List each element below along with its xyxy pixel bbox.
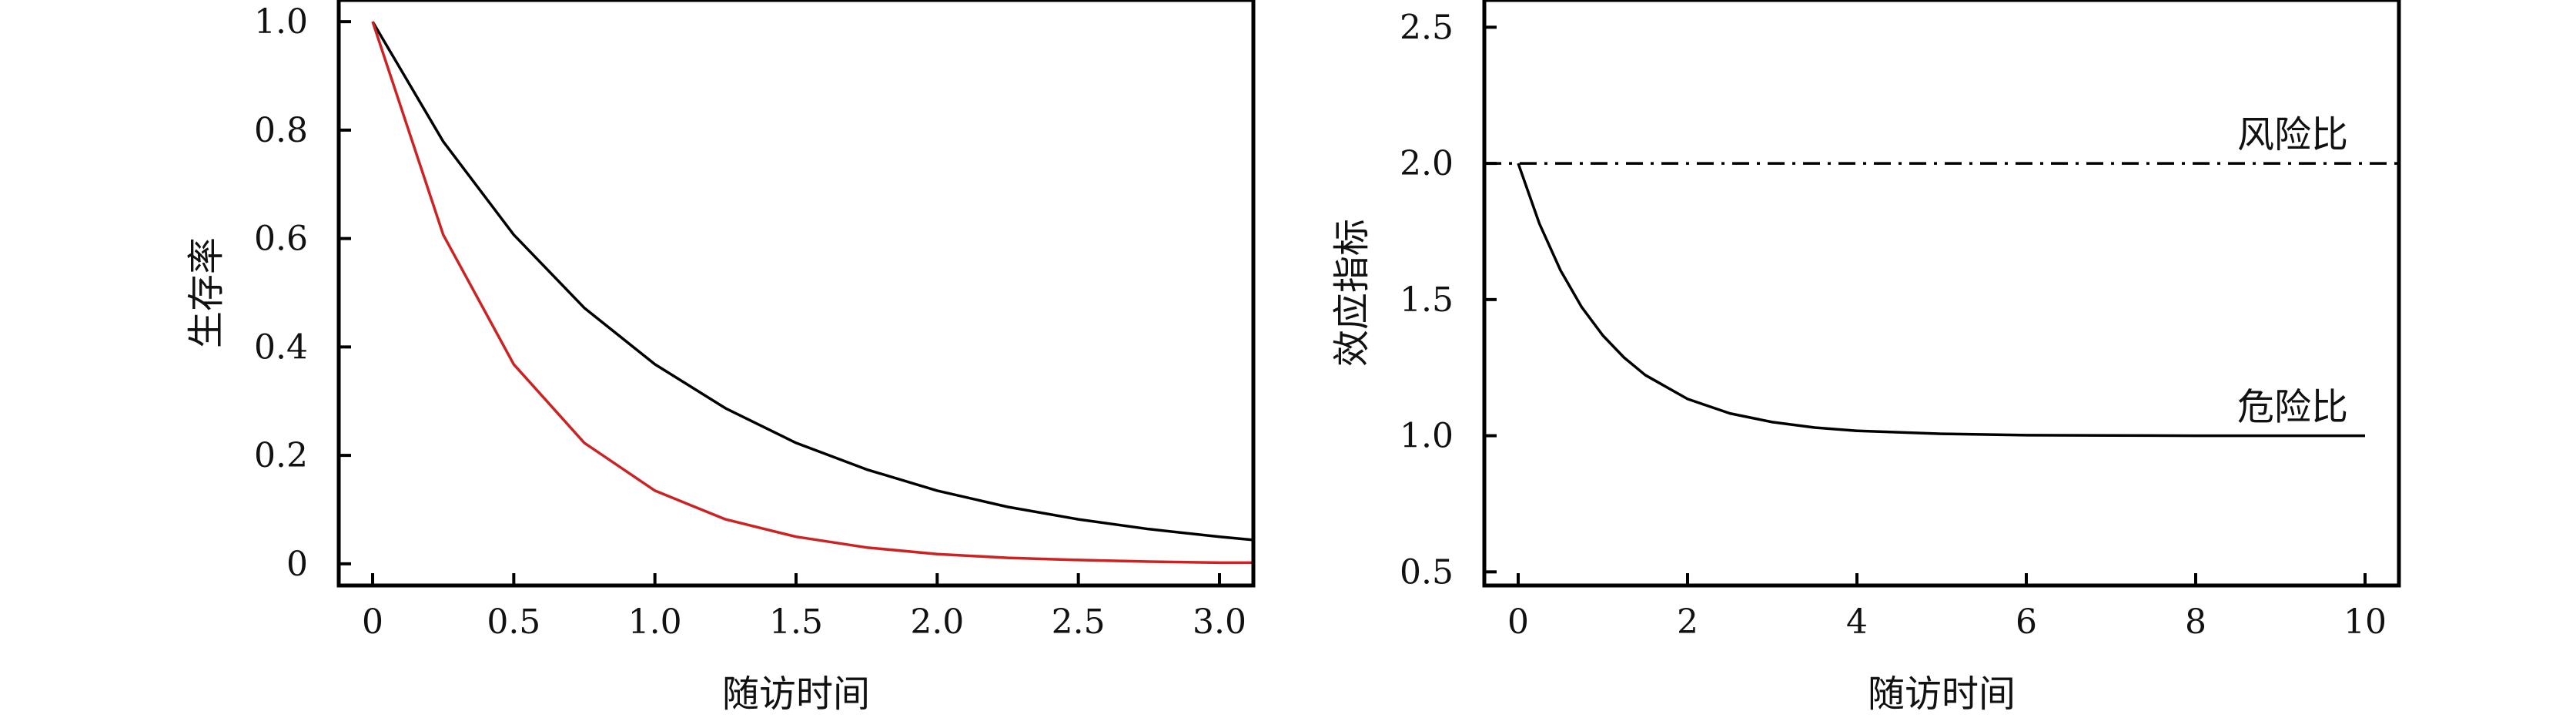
y-tick-label-0: 0 [286,545,308,584]
series-line-0 [371,21,1253,542]
y-tick-label-2-5: 2.5 [1400,8,1454,47]
y-tick-label-1: 1.0 [1400,417,1454,456]
survival-rate-panel: 0 0.5 1.0 1.5 2.0 2.5 3.0 0 0.2 0.4 0.6 0.8 1.0 随访时间 生… [185,0,1256,716]
x-tick-label-0: 0 [362,602,383,642]
y-tick-label-1-5: 1.5 [1400,280,1454,320]
y-tick-label-0-6: 0.6 [254,220,308,259]
x-tick-label-6: 6 [2016,602,2037,642]
y-tick-label-0-2: 0.2 [254,436,308,475]
series-group [1484,162,2399,438]
y-tick-label-0-8: 0.8 [254,111,308,150]
x-tick-label-1: 1.0 [628,602,682,642]
plot-frame [1482,0,2401,588]
y-axis-title: 生存率 [185,237,228,348]
x-tick-label-0-5: 0.5 [487,602,540,642]
y-tick-label-0-5: 0.5 [1400,552,1454,592]
x-tick-label-2-5: 2.5 [1052,602,1106,642]
series-group [371,21,1253,565]
x-tick-label-1-5: 1.5 [769,602,823,642]
annotation-label-0: 风险比 [2237,113,2348,156]
x-tick-label-4: 4 [1846,602,1868,642]
x-tick-label-3: 3.0 [1193,602,1246,642]
x-tick-label-8: 8 [2185,602,2206,642]
annotation-label-1: 危险比 [2237,385,2348,428]
y-tick-label-1: 1.0 [254,2,308,42]
x-tick-label-10: 10 [2343,602,2387,642]
x-tick-label-0: 0 [1507,602,1529,642]
y-tick-label-0-4: 0.4 [254,327,308,367]
x-tick-label-2: 2 [1677,602,1698,642]
x-tick-label-2: 2.0 [910,602,964,642]
y-tick-label-2: 2.0 [1400,144,1454,183]
y-axis-title: 效应指标 [1330,219,1373,367]
series-line-1 [371,21,1253,565]
series-line-1 [1517,163,2365,438]
x-axis-title: 随访时间 [1868,673,2016,716]
x-axis-title: 随访时间 [722,673,870,716]
